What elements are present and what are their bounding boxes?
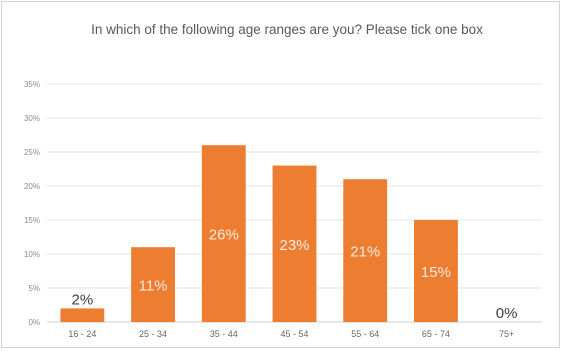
y-axis-ticks: 0% 5% 10% 15% 20% 25% 30% 35% xyxy=(24,80,40,327)
y-tick-label: 30% xyxy=(24,114,40,123)
x-category-label: 35 - 44 xyxy=(210,329,238,339)
data-labels: 2% 11% 26% 23% 21% 15% 0% xyxy=(72,227,518,322)
y-tick-label: 25% xyxy=(24,148,40,157)
data-label: 15% xyxy=(421,264,451,281)
bar xyxy=(201,145,246,322)
bar xyxy=(414,220,458,322)
y-tick-label: 15% xyxy=(24,216,40,225)
x-category-label: 55 - 64 xyxy=(351,329,379,339)
x-category-label: 45 - 54 xyxy=(280,329,308,339)
data-label: 11% xyxy=(139,278,168,295)
x-category-label: 65 - 74 xyxy=(422,329,450,339)
y-tick-label: 0% xyxy=(28,318,40,327)
data-label: 26% xyxy=(209,227,239,244)
data-label: 21% xyxy=(350,244,380,261)
y-tick-label: 10% xyxy=(24,250,40,259)
y-tick-label: 35% xyxy=(24,80,40,89)
bars xyxy=(60,145,458,322)
data-label: 0% xyxy=(496,305,518,322)
bar xyxy=(343,179,388,322)
y-tick-label: 20% xyxy=(24,182,40,191)
data-label: 2% xyxy=(72,291,94,308)
x-category-label: 16 - 24 xyxy=(68,329,96,339)
bar xyxy=(131,247,175,322)
y-tick-label: 5% xyxy=(28,284,40,293)
data-label: 23% xyxy=(279,237,309,254)
x-axis-categories: 16 - 24 25 - 34 35 - 44 45 - 54 55 - 64 65 - … xyxy=(68,329,514,339)
bar xyxy=(60,308,105,322)
bar xyxy=(272,165,317,322)
x-category-label: 75+ xyxy=(499,329,514,339)
chart-title: In which of the following age ranges are… xyxy=(91,22,483,37)
x-category-label: 25 - 34 xyxy=(139,329,167,339)
